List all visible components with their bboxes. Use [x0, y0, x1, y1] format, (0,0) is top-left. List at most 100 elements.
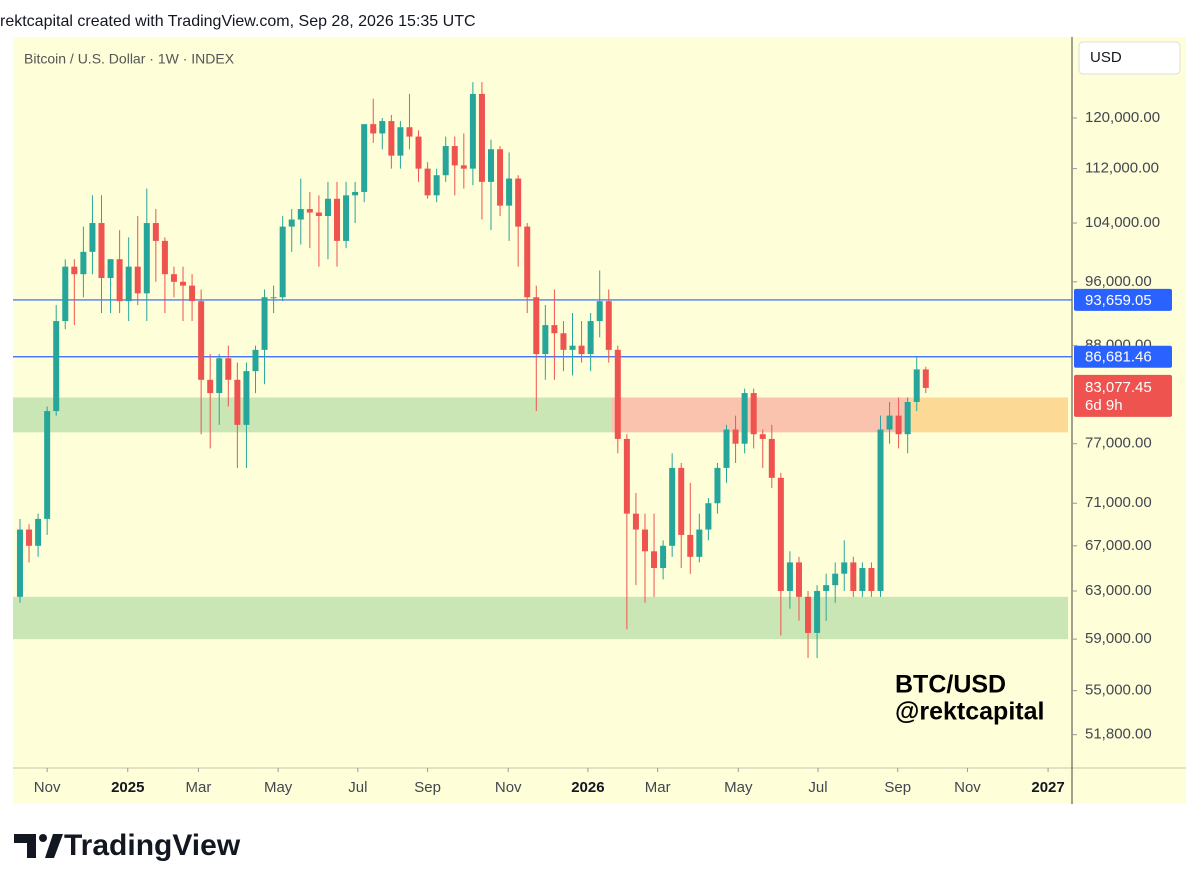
- x-tick-label: Mar: [645, 779, 671, 796]
- candle-body: [714, 467, 721, 504]
- zone: [909, 397, 1068, 433]
- candle-body: [315, 212, 322, 217]
- candle-body: [71, 266, 78, 275]
- candle-body: [696, 529, 703, 557]
- level-tag-label: 86,681.46: [1085, 349, 1152, 366]
- candle-body: [324, 198, 331, 217]
- candle-body: [334, 198, 341, 241]
- candle-body: [243, 371, 250, 425]
- candle-body: [850, 562, 857, 591]
- candle-body: [922, 369, 929, 388]
- candle-body: [170, 274, 177, 282]
- header-text: rektcapital created with TradingView.com…: [0, 13, 476, 30]
- candle-body: [651, 551, 658, 569]
- candle-body: [261, 297, 268, 350]
- currency-label[interactable]: USD: [1090, 49, 1122, 66]
- brand-logo: [14, 834, 63, 858]
- candle-body: [198, 301, 205, 380]
- watermark: BTC/USD: [895, 671, 1006, 699]
- candle-body: [478, 93, 485, 182]
- y-tick-label: 120,000.00: [1085, 109, 1160, 126]
- level-tag-label: 93,659.05: [1085, 292, 1152, 309]
- candle-body: [207, 379, 214, 394]
- candle-body: [415, 136, 422, 169]
- candle-body: [343, 195, 350, 241]
- candle-body: [62, 266, 69, 322]
- candle-body: [297, 209, 304, 220]
- candle-body: [551, 325, 558, 334]
- candle-body: [913, 369, 920, 402]
- candle-body: [460, 165, 467, 169]
- x-tick-label: 2026: [571, 779, 604, 796]
- x-tick-label: 2025: [111, 779, 144, 796]
- candle-body: [533, 297, 540, 355]
- candle-body: [759, 434, 766, 439]
- candle-body: [669, 467, 676, 546]
- candle-body: [895, 415, 902, 435]
- candle-body: [424, 168, 431, 196]
- candle-body: [596, 301, 603, 322]
- candle-body: [524, 226, 531, 298]
- candle-body: [578, 345, 585, 355]
- candle-body: [134, 266, 141, 294]
- candle-body: [288, 219, 295, 227]
- currency-button[interactable]: [1078, 41, 1181, 75]
- candle-body: [89, 223, 96, 252]
- candle-body: [497, 149, 504, 206]
- candle-body: [768, 438, 775, 478]
- candle-body: [542, 325, 549, 355]
- candle-body: [361, 124, 368, 192]
- candle-body: [560, 333, 567, 350]
- candle-body: [406, 127, 413, 137]
- candle-body: [868, 568, 875, 591]
- candle-body: [506, 178, 513, 206]
- candle-body: [587, 321, 594, 355]
- candle-body: [741, 393, 748, 444]
- candle-body: [705, 503, 712, 530]
- candle-body: [814, 590, 821, 633]
- candle-body: [152, 223, 159, 241]
- y-tick-label: 67,000.00: [1085, 537, 1152, 554]
- candle-body: [379, 121, 386, 134]
- candle-body: [832, 573, 839, 586]
- candle-body: [53, 321, 60, 412]
- candle-body: [225, 358, 232, 380]
- candle-body: [388, 121, 395, 156]
- plot-area: [13, 82, 1072, 659]
- candle-body: [723, 429, 730, 468]
- candle-body: [786, 562, 793, 591]
- candle-body: [859, 568, 866, 591]
- candle-body: [451, 146, 458, 166]
- zone: [611, 397, 910, 433]
- y-tick-label: 51,800.00: [1085, 726, 1152, 743]
- candle-body: [569, 345, 576, 350]
- candle-body: [125, 266, 132, 302]
- candle-body: [161, 240, 168, 275]
- candle-body: [397, 127, 404, 156]
- y-tick-label: 77,000.00: [1085, 435, 1152, 452]
- x-tick-label: Jul: [348, 779, 367, 796]
- candle-body: [886, 415, 893, 430]
- x-tick-label: Nov: [954, 779, 981, 796]
- candle-body: [904, 401, 911, 435]
- candle-body: [26, 529, 33, 546]
- candle-body: [352, 191, 359, 196]
- candle-body: [841, 562, 848, 574]
- candle-body: [877, 429, 884, 591]
- candle-body: [80, 251, 87, 275]
- candle-body: [306, 209, 313, 213]
- candle-body: [270, 297, 277, 299]
- candle-body: [750, 393, 757, 435]
- candle-body: [487, 149, 494, 182]
- x-tick-label: Mar: [185, 779, 211, 796]
- candle-body: [216, 358, 223, 394]
- candle-body: [614, 349, 621, 439]
- chart-title: Bitcoin / U.S. Dollar · 1W · INDEX: [24, 51, 235, 67]
- level-tag: [1074, 345, 1172, 368]
- candle-body: [116, 259, 123, 302]
- candle-body: [433, 175, 440, 196]
- x-tick-label: 2027: [1031, 779, 1064, 796]
- candle-body: [678, 467, 685, 535]
- y-tick-label: 96,000.00: [1085, 273, 1152, 290]
